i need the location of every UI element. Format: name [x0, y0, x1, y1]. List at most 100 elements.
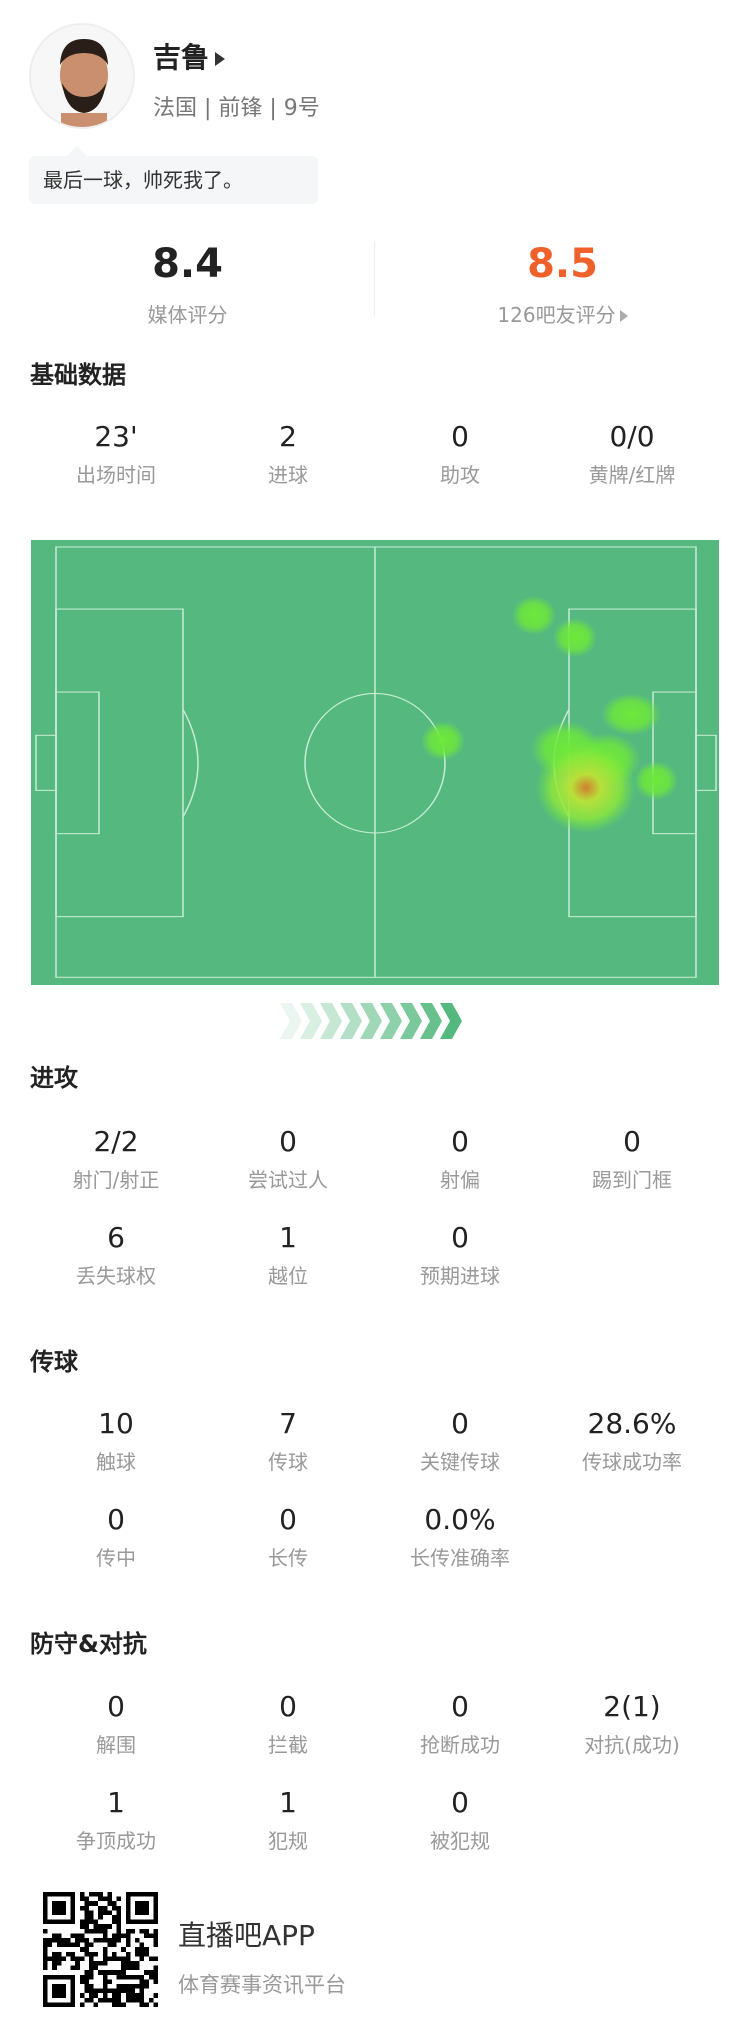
- stat-label: 出场时间: [76, 463, 156, 487]
- stat-item: 23' 出场时间: [30, 419, 202, 487]
- heatmap-spots: [421, 595, 678, 833]
- stat-label: 触球: [96, 1450, 136, 1474]
- stat-item: 0 解围: [30, 1689, 202, 1757]
- attack-direction-arrows-icon: [280, 1003, 462, 1039]
- stat-item: 6 丢失球权: [30, 1220, 202, 1288]
- player-avatar[interactable]: [29, 23, 135, 129]
- stat-label: 对抗(成功): [584, 1733, 680, 1757]
- stat-item: 10 触球: [30, 1406, 202, 1474]
- stat-value: 0: [279, 1690, 297, 1723]
- app-name: 直播吧APP: [178, 1919, 315, 1952]
- stat-label: 越位: [268, 1264, 308, 1288]
- stat-item: 0 长传: [202, 1502, 374, 1570]
- section-title-basic: 基础数据: [30, 361, 126, 389]
- stat-value: 1: [279, 1786, 297, 1819]
- stat-value: 0: [451, 1221, 469, 1254]
- stat-item: 0 踢到门框: [546, 1124, 718, 1192]
- media-rating: 8.4 媒体评分: [147, 241, 228, 327]
- stat-value: 0: [107, 1503, 125, 1536]
- stat-item: 0 拦截: [202, 1689, 374, 1757]
- stat-item: 0 被犯规: [374, 1785, 546, 1853]
- stat-value: 2(1): [603, 1690, 661, 1723]
- stat-item: 0.0% 长传准确率: [374, 1502, 546, 1570]
- stat-label: 长传准确率: [410, 1546, 510, 1570]
- section-title-attack: 进攻: [30, 1064, 78, 1092]
- player-name[interactable]: 吉鲁: [153, 40, 226, 76]
- stat-value: 0: [623, 1125, 641, 1158]
- stat-label: 丢失球权: [76, 1264, 156, 1288]
- stat-label: 进球: [268, 463, 308, 487]
- stat-label: 射偏: [440, 1168, 480, 1192]
- stat-value: 0: [279, 1125, 297, 1158]
- arrow-chevron: [440, 1003, 462, 1039]
- stat-value: 28.6%: [587, 1407, 677, 1440]
- stat-value: 7: [279, 1407, 297, 1440]
- stat-item: 0 抢断成功: [374, 1689, 546, 1757]
- stat-item: 0 尝试过人: [202, 1124, 374, 1192]
- arrow-chevron: [360, 1003, 382, 1039]
- stat-value: 0: [451, 420, 469, 453]
- stat-label: 抢断成功: [420, 1733, 500, 1757]
- app-slogan: 体育赛事资讯平台: [178, 1973, 346, 1997]
- arrow-right-icon: [619, 310, 628, 322]
- stat-value: 0: [451, 1407, 469, 1440]
- stat-item: 0 射偏: [374, 1124, 546, 1192]
- arrow-chevron: [420, 1003, 442, 1039]
- stat-value: 0.0%: [424, 1503, 496, 1536]
- stat-value: 0: [107, 1690, 125, 1723]
- player-info: 法国 | 前锋 | 9号: [153, 96, 320, 121]
- stat-label: 争顶成功: [76, 1829, 156, 1853]
- stat-item: 0/0 黄牌/红牌: [546, 419, 718, 487]
- stat-label: 被犯规: [430, 1829, 490, 1853]
- stat-value: 23': [94, 420, 138, 453]
- divider: [374, 241, 375, 316]
- stat-item: 1 争顶成功: [30, 1785, 202, 1853]
- stat-value: 0: [451, 1690, 469, 1723]
- stat-value: 1: [279, 1221, 297, 1254]
- stat-label: 长传: [268, 1546, 308, 1570]
- stat-item: 0 助攻: [374, 419, 546, 487]
- stat-value: 6: [107, 1221, 125, 1254]
- stat-value: 10: [98, 1407, 134, 1440]
- stat-label: 传球成功率: [582, 1450, 682, 1474]
- stat-label: 犯规: [268, 1829, 308, 1853]
- stat-label: 关键传球: [420, 1450, 500, 1474]
- arrow-chevron: [320, 1003, 342, 1039]
- stat-label: 踢到门框: [592, 1168, 672, 1192]
- stat-item: 7 传球: [202, 1406, 374, 1474]
- stat-item: 0 传中: [30, 1502, 202, 1570]
- section-title-passing: 传球: [30, 1348, 78, 1376]
- player-quote: 最后一球，帅死我了。: [29, 146, 318, 204]
- stat-item: 0 预期进球: [374, 1220, 546, 1288]
- stat-label: 传球: [268, 1450, 308, 1474]
- stat-value: 0: [451, 1786, 469, 1819]
- stat-value: 0: [279, 1503, 297, 1536]
- stat-label: 射门/射正: [72, 1168, 160, 1192]
- stat-item: 1 越位: [202, 1220, 374, 1288]
- arrow-chevron: [400, 1003, 422, 1039]
- section-title-defense: 防守&对抗: [30, 1630, 147, 1658]
- arrow-right-icon: [215, 52, 226, 66]
- arrow-chevron: [280, 1003, 302, 1039]
- stat-item: 28.6% 传球成功率: [546, 1406, 718, 1474]
- arrow-chevron: [300, 1003, 322, 1039]
- qr-code: [43, 1892, 158, 2007]
- stat-label: 尝试过人: [248, 1168, 328, 1192]
- stat-label: 传中: [96, 1546, 136, 1570]
- stat-item: 1 犯规: [202, 1785, 374, 1853]
- arrow-chevron: [380, 1003, 402, 1039]
- stat-label: 解围: [96, 1733, 136, 1757]
- arrow-chevron: [340, 1003, 362, 1039]
- stat-item: 2(1) 对抗(成功): [546, 1689, 718, 1757]
- stat-value: 2/2: [93, 1125, 139, 1158]
- stat-item: 2 进球: [202, 419, 374, 487]
- stat-label: 拦截: [268, 1733, 308, 1757]
- heatmap-pitch: [31, 540, 719, 985]
- stat-value: 2: [279, 420, 297, 453]
- stat-item: 2/2 射门/射正: [30, 1124, 202, 1192]
- stat-label: 黄牌/红牌: [588, 463, 676, 487]
- stat-label: 助攻: [440, 463, 480, 487]
- fan-rating[interactable]: 8.5 126吧友评分: [375, 238, 750, 328]
- stat-item: 0 关键传球: [374, 1406, 546, 1474]
- stat-value: 0/0: [609, 420, 655, 453]
